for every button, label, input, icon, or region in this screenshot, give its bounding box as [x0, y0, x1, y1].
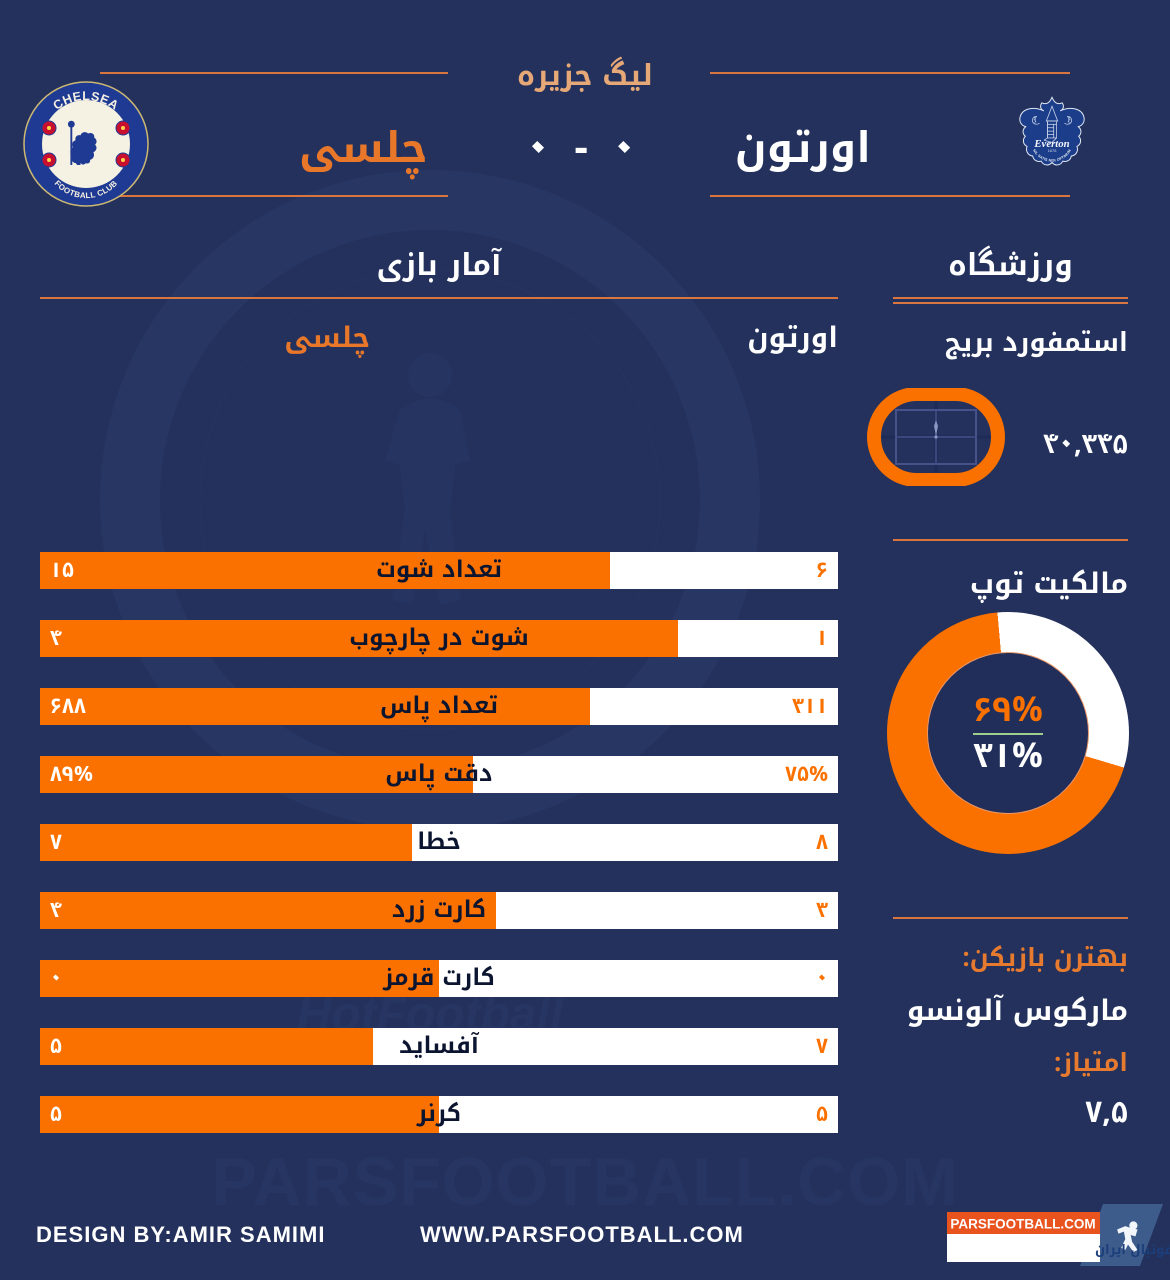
- svg-text:1878: 1878: [1048, 148, 1058, 153]
- svg-text:خبرگزاری فوتبال ایران: خبرگزاری فوتبال ایران: [1095, 1238, 1170, 1263]
- svg-text:PARSFOOTBALL.COM: PARSFOOTBALL.COM: [950, 1217, 1095, 1232]
